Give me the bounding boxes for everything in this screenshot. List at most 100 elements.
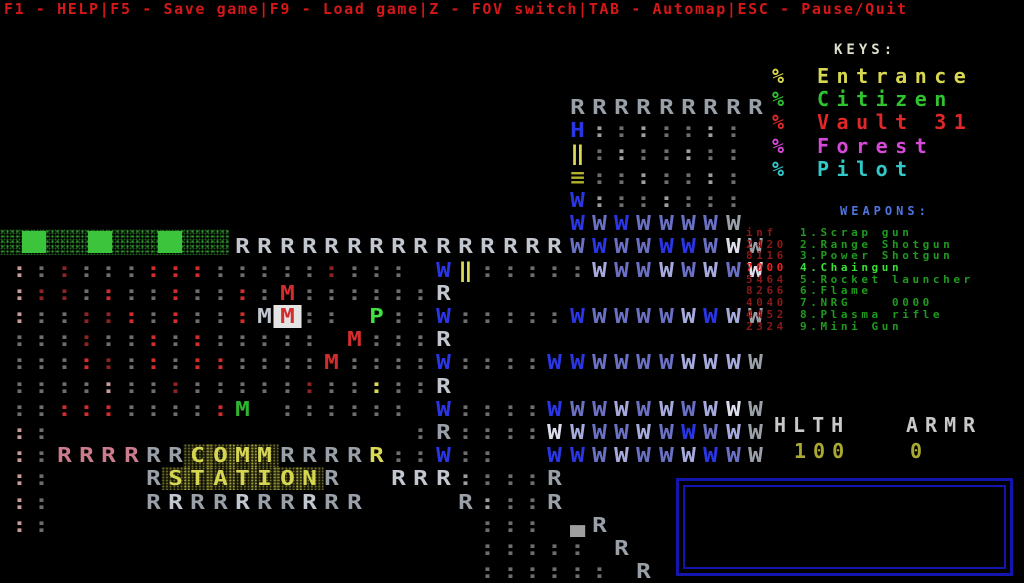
- map-cell: R: [525, 234, 540, 258]
- map-cell: :: [703, 165, 719, 189]
- map-cell: :: [502, 304, 518, 328]
- map-cell: W: [725, 443, 741, 467]
- weapon-row: 4452 8.Plasma rifle: [744, 309, 1020, 321]
- map-cell: :: [324, 304, 340, 328]
- map-cell: :: [391, 397, 406, 421]
- map-cell: :: [190, 374, 206, 398]
- map-cell: :: [480, 490, 496, 514]
- map-cell: W: [725, 304, 741, 328]
- map-cell: R: [368, 443, 384, 467]
- map-cell: :: [79, 397, 94, 421]
- map-cell: :: [212, 258, 228, 282]
- map-cell: R: [123, 443, 139, 467]
- map-cell: R: [591, 513, 607, 537]
- map-cell: W: [748, 350, 763, 374]
- map-cell: :: [101, 397, 117, 421]
- weapon-ammo: 2324: [746, 319, 787, 333]
- map-cell: :: [101, 281, 117, 305]
- map-cell: :: [502, 536, 518, 560]
- map-cell: W: [591, 350, 607, 374]
- map-cell: :: [502, 466, 518, 490]
- map-cell: :: [614, 188, 629, 212]
- map-cell: M: [324, 350, 340, 374]
- map-cell: R: [391, 234, 406, 258]
- map-cell: W: [658, 420, 674, 444]
- map-cell: :: [480, 443, 496, 467]
- weapons-list: inf 1.Scrap gun 2420 2.Range Shotgun 8116 3.P…: [744, 227, 1020, 332]
- map-cell: W: [658, 443, 674, 467]
- map-cell: :: [279, 397, 295, 421]
- map-cell: :: [725, 118, 741, 142]
- map-cell: :: [502, 513, 518, 537]
- weapon-ammo: 4452: [746, 307, 787, 321]
- map-cell: :: [279, 327, 295, 351]
- map-cell: :: [681, 188, 696, 212]
- map-cell: W: [591, 211, 607, 235]
- map-cell: :: [235, 281, 250, 305]
- map-cell: R: [458, 234, 473, 258]
- weapon-row: 4040 7.NRG 0000: [744, 297, 1020, 309]
- map-cell: :: [56, 258, 72, 282]
- map-cell: :: [458, 466, 473, 490]
- key-item: % Pilot: [772, 158, 1022, 181]
- key-label: Entrance: [817, 63, 974, 88]
- weapon-row: 2324 9.Mini Gun: [744, 321, 1020, 333]
- map-cell: :: [279, 350, 295, 374]
- map-cell: W: [435, 258, 451, 282]
- map-cell: H: [569, 118, 585, 142]
- map-cell: :: [12, 443, 27, 467]
- weapon-row: 5464 5.Rocket launcher: [744, 274, 1020, 286]
- map-cell: R: [725, 95, 741, 119]
- map-cell: :: [79, 281, 94, 305]
- terrain-band-bright-cell: [88, 231, 112, 253]
- map-cell: W: [725, 234, 741, 258]
- map-cell: R: [346, 443, 362, 467]
- map-cell: R: [145, 443, 161, 467]
- map-cell: :: [123, 258, 139, 282]
- map-cell: :: [235, 350, 250, 374]
- map-cell: :: [145, 281, 161, 305]
- map-cell: :: [725, 165, 741, 189]
- map-cell: W: [569, 420, 585, 444]
- map-cell: :: [101, 258, 117, 282]
- map-cell: W: [569, 234, 585, 258]
- map-cell: W: [658, 397, 674, 421]
- map-cell: :: [257, 374, 273, 398]
- map-cell: :: [681, 118, 696, 142]
- map-cell: :: [190, 327, 206, 351]
- map-cell: :: [101, 327, 117, 351]
- map-cell: :: [34, 350, 50, 374]
- key-symbol: %: [772, 133, 792, 158]
- map-cell: :: [12, 281, 27, 305]
- map-cell: W: [748, 443, 763, 467]
- map-cell: W: [658, 304, 674, 328]
- map-cell: :: [123, 281, 139, 305]
- map-cell: :: [257, 258, 273, 282]
- map-cell: W: [636, 397, 652, 421]
- map-cell: :: [212, 304, 228, 328]
- map-cell: :: [168, 258, 183, 282]
- map-cell: :: [480, 466, 496, 490]
- map-cell: W: [748, 234, 763, 258]
- map-cell: :: [12, 420, 27, 444]
- map-cell: N: [295, 467, 324, 490]
- map-cell: R: [569, 95, 585, 119]
- map-cell: :: [56, 374, 72, 398]
- key-item: % Entrance: [772, 64, 1022, 87]
- map-cell: R: [302, 234, 317, 258]
- map-cell: :: [480, 397, 496, 421]
- map-cell: :: [145, 374, 161, 398]
- map-cell: :: [79, 374, 94, 398]
- map-cell: :: [145, 327, 161, 351]
- map-cell: :: [346, 397, 362, 421]
- terrain-band-bright-cell: [22, 231, 46, 253]
- map-cell: :: [34, 327, 50, 351]
- map-cell: :: [480, 536, 496, 560]
- map-cell: :: [413, 374, 429, 398]
- key-symbol: %: [772, 87, 792, 112]
- map-cell: ‖: [569, 141, 585, 165]
- map-cell: :: [257, 350, 273, 374]
- map-cell: :: [235, 374, 250, 398]
- map-cell: :: [302, 304, 317, 328]
